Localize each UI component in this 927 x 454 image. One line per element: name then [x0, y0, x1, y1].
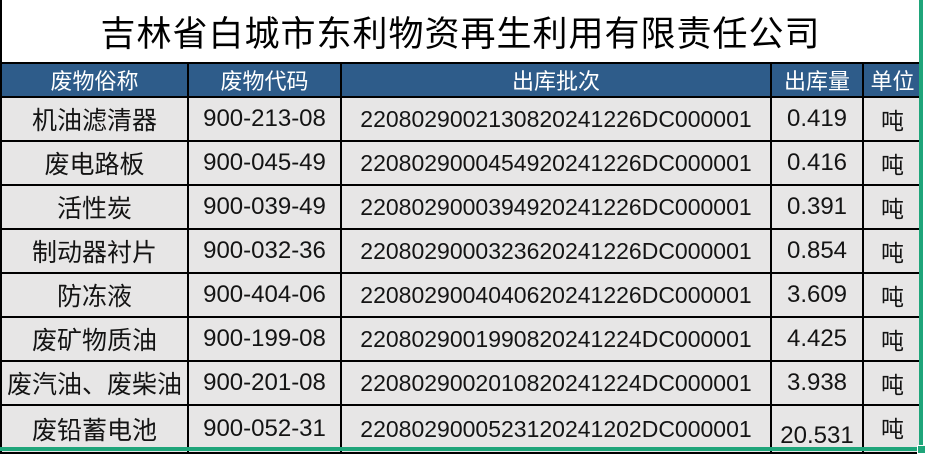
cell-unit[interactable]: 吨 [862, 140, 923, 186]
column-header-code[interactable]: 废物代码 [187, 62, 342, 98]
table-row: 废矿物质油 900-199-08 2208029001990820241224DC0… [0, 316, 923, 362]
cell-quantity[interactable]: 0.854 [770, 228, 864, 274]
cell-code[interactable]: 900-201-08 [187, 360, 342, 406]
cell-batch[interactable]: 2208029002010820241224DC000001 [340, 360, 772, 406]
cell-code[interactable]: 900-032-36 [187, 228, 342, 274]
cell-quantity[interactable]: 0.419 [770, 96, 864, 142]
cell-unit[interactable]: 吨 [862, 316, 923, 362]
cell-quantity[interactable]: 20.531 [770, 404, 864, 454]
cell-quantity[interactable]: 3.938 [770, 360, 864, 406]
cell-unit[interactable]: 吨 [862, 404, 923, 454]
cell-name[interactable]: 废电路板 [0, 140, 189, 186]
table-row: 活性炭 900-039-49 2208029000394920241226DC000… [0, 184, 923, 230]
cell-batch[interactable]: 2208029000523120241202DC000001 [340, 404, 772, 454]
table-row: 制动器衬片 900-032-36 2208029000323620241226DC0… [0, 228, 923, 274]
cell-batch[interactable]: 2208029000394920241226DC000001 [340, 184, 772, 230]
cell-unit[interactable]: 吨 [862, 360, 923, 406]
cell-name[interactable]: 废汽油、废柴油 [0, 360, 189, 406]
cell-unit[interactable]: 吨 [862, 272, 923, 318]
cell-batch[interactable]: 2208029004040620241226DC000001 [340, 272, 772, 318]
column-header-quantity[interactable]: 出库量 [770, 62, 864, 98]
cell-name[interactable]: 废矿物质油 [0, 316, 189, 362]
cell-name[interactable]: 防冻液 [0, 272, 189, 318]
cell-name[interactable]: 废铅蓄电池 [0, 404, 189, 454]
cell-quantity[interactable]: 0.416 [770, 140, 864, 186]
cell-code[interactable]: 900-045-49 [187, 140, 342, 186]
cell-quantity[interactable]: 3.609 [770, 272, 864, 318]
table-row: 废电路板 900-045-49 2208029000454920241226DC00… [0, 140, 923, 186]
cell-name[interactable]: 活性炭 [0, 184, 189, 230]
column-header-batch[interactable]: 出库批次 [340, 62, 772, 98]
table-row: 废汽油、废柴油 900-201-08 2208029002010820241224D… [0, 360, 923, 406]
table-row: 废铅蓄电池 900-052-31 2208029000523120241202DC0… [0, 404, 923, 454]
company-title: 吉林省白城市东利物资再生利用有限责任公司 [100, 14, 821, 55]
cell-code[interactable]: 900-052-31 [187, 404, 342, 454]
cell-code[interactable]: 900-404-06 [187, 272, 342, 318]
table-row: 机油滤清器 900-213-08 2208029002130820241226DC0… [0, 96, 923, 142]
cell-code[interactable]: 900-199-08 [187, 316, 342, 362]
cell-unit[interactable]: 吨 [862, 228, 923, 274]
cell-unit[interactable]: 吨 [862, 96, 923, 142]
cell-code[interactable]: 900-039-49 [187, 184, 342, 230]
company-title-band: 吉林省白城市东利物资再生利用有限责任公司 [0, 0, 919, 62]
cell-batch[interactable]: 2208029001990820241224DC000001 [340, 316, 772, 362]
cell-batch[interactable]: 2208029000454920241226DC000001 [340, 140, 772, 186]
cell-code[interactable]: 900-213-08 [187, 96, 342, 142]
header-row: 废物俗称 废物代码 出库批次 出库量 单位 [0, 62, 923, 98]
cell-unit[interactable]: 吨 [862, 184, 923, 230]
column-header-unit[interactable]: 单位 [862, 62, 923, 98]
waste-outbound-table: 废物俗称 废物代码 出库批次 出库量 单位 机油滤清器 900-213-08 2208029… [0, 62, 923, 454]
cell-name[interactable]: 制动器衬片 [0, 228, 189, 274]
selection-fill-handle[interactable] [917, 445, 926, 454]
cell-batch[interactable]: 2208029000323620241226DC000001 [340, 228, 772, 274]
cell-batch[interactable]: 2208029002130820241226DC000001 [340, 96, 772, 142]
cell-quantity[interactable]: 4.425 [770, 316, 864, 362]
selection-border-bottom [0, 447, 923, 451]
selection-border-right [919, 0, 923, 451]
cell-name[interactable]: 机油滤清器 [0, 96, 189, 142]
table-row: 防冻液 900-404-06 2208029004040620241226DC000… [0, 272, 923, 318]
column-header-name[interactable]: 废物俗称 [0, 62, 189, 98]
cell-quantity[interactable]: 0.391 [770, 184, 864, 230]
